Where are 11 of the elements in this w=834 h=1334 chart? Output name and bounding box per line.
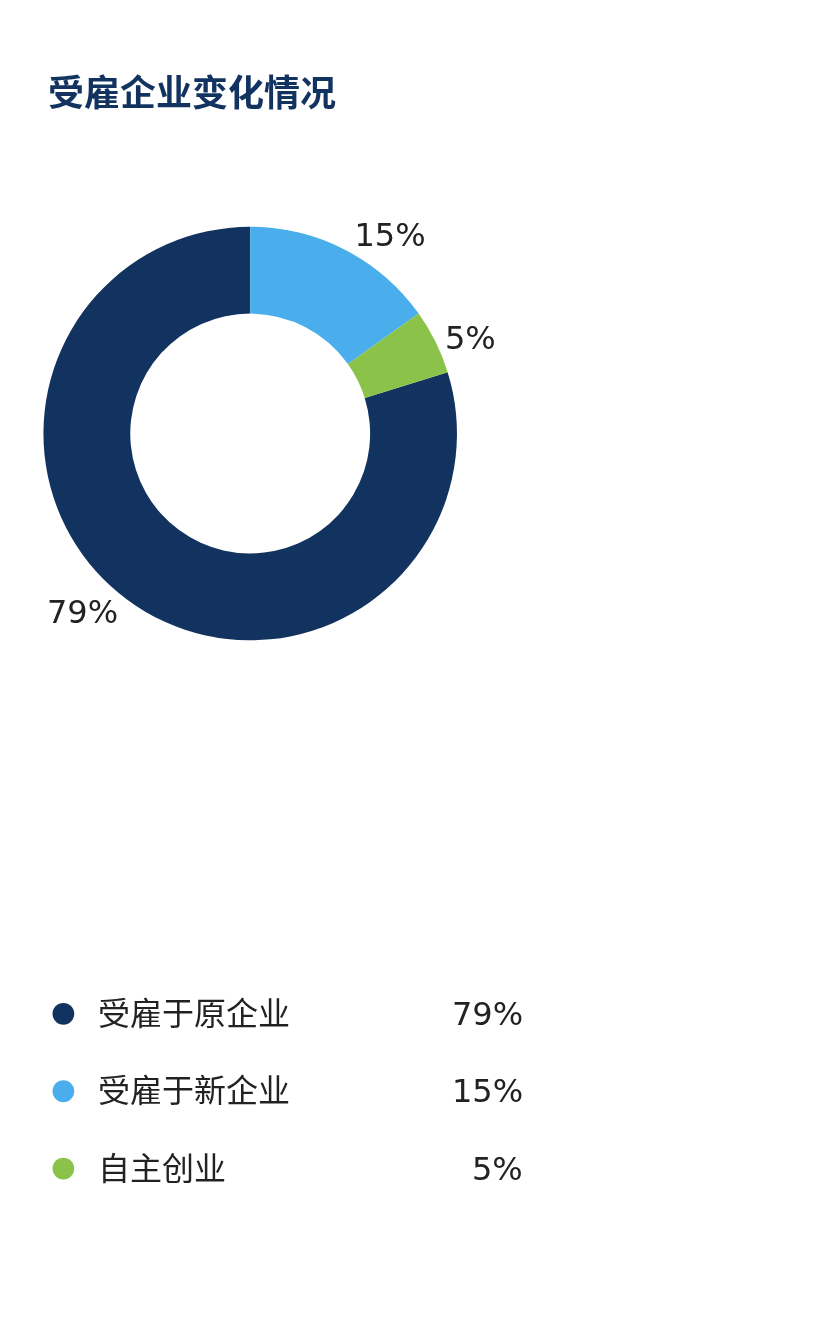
legend-label: 受雇于原企业 xyxy=(98,995,291,1033)
legend-label: 自主创业 xyxy=(98,1150,227,1188)
legend-label: 受雇于新企业 xyxy=(98,1072,291,1110)
data-label: 79% xyxy=(46,593,119,632)
data-label: 15% xyxy=(354,215,426,254)
text: 79% xyxy=(452,995,524,1033)
chart-title: 受雇企业变化情况 xyxy=(48,73,337,114)
text: 15% xyxy=(452,1072,524,1110)
donut-slice xyxy=(347,313,448,398)
data-label: 5% xyxy=(444,318,496,357)
text: 5% xyxy=(472,1150,523,1188)
